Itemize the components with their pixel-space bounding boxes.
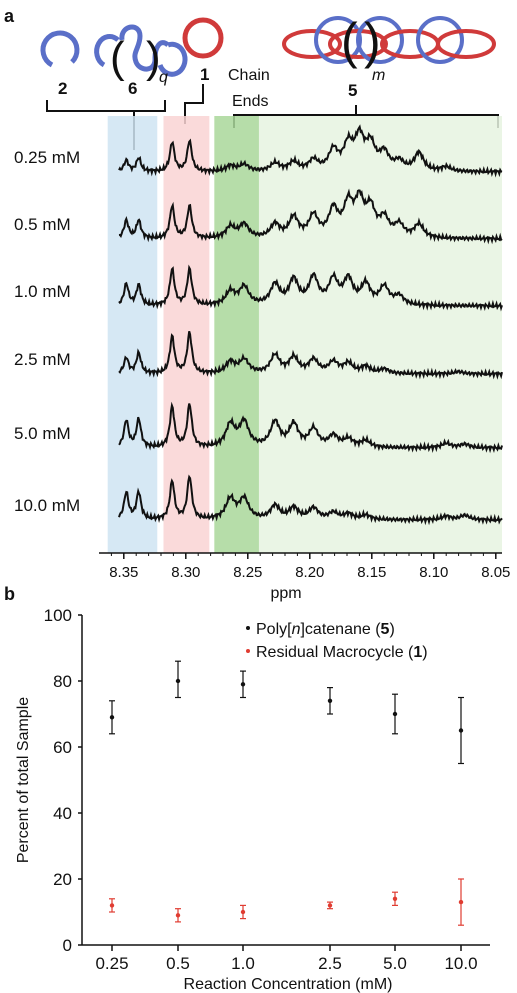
data-point-1-5 bbox=[458, 899, 464, 905]
data-point-0-1 bbox=[175, 678, 181, 684]
svg-text:): ) bbox=[364, 13, 381, 69]
schematic-label-chain: Chain bbox=[228, 67, 270, 84]
data-point-0-2 bbox=[240, 682, 246, 687]
open-ring-icon bbox=[40, 30, 80, 68]
scatter-xlabel: Reaction Concentration (mM) bbox=[184, 976, 393, 993]
spectrum-trace-3 bbox=[118, 331, 503, 380]
data-point-1-3 bbox=[327, 903, 333, 908]
x-tick-label: 0.25 bbox=[95, 954, 128, 973]
x-tick-label: 0.5 bbox=[166, 954, 190, 973]
data-point-1-2 bbox=[240, 909, 246, 915]
y-tick-label: 60 bbox=[53, 738, 72, 757]
data-point-0-5 bbox=[458, 728, 464, 733]
catenane-icon bbox=[282, 16, 496, 64]
data-point-1-1 bbox=[175, 913, 181, 918]
spectrum-trace-2 bbox=[118, 264, 503, 312]
y-tick-label: 80 bbox=[53, 672, 72, 691]
spectrum-trace-0 bbox=[118, 124, 503, 178]
spectra-regions bbox=[107, 116, 502, 553]
spectrum-label: 1.0 mM bbox=[14, 282, 71, 301]
ppm-axis-label: ppm bbox=[270, 585, 301, 602]
open-ring-icon bbox=[157, 41, 188, 77]
schematic: ( ) q ( ) m 2 6 1 Chain Ends 5 bbox=[40, 13, 499, 150]
bracket-1 bbox=[184, 84, 204, 124]
scatter-ylabel: Percent of total Sample bbox=[15, 697, 32, 863]
spectra-traces: 0.25 mM 0.5 mM 1.0 mM 2.5 mM 5.0 mM 10.0 mM bbox=[14, 124, 503, 526]
chain-link-icon bbox=[119, 24, 170, 72]
legend-marker-macrocycle bbox=[246, 649, 250, 653]
schematic-label-q: q bbox=[159, 69, 168, 86]
region-band-0 bbox=[107, 116, 158, 553]
x-tick-label: 10.0 bbox=[444, 954, 477, 973]
ppm-axis: 8.35 8.30 8.25 8.20 8.15 8.10 8.05 bbox=[99, 552, 510, 581]
legend-label-catenane: Poly[n]catenane (5) bbox=[256, 621, 395, 638]
scatter-points bbox=[109, 660, 464, 926]
ppm-tick-label: 8.30 bbox=[171, 564, 200, 581]
data-point-1-0 bbox=[109, 903, 115, 908]
scatter-axes: 0 20 40 60 80 100 0.25 0.5 1.0 2.5 5.0 10.0 bbox=[44, 606, 490, 973]
y-tick-label: 20 bbox=[53, 870, 72, 889]
spectrum-label: 10.0 mM bbox=[14, 496, 80, 515]
y-tick-label: 100 bbox=[44, 606, 72, 625]
x-tick-label: 5.0 bbox=[383, 954, 407, 973]
schematic-label-m: m bbox=[372, 67, 385, 84]
region-band-2 bbox=[214, 116, 259, 553]
region-band-3 bbox=[258, 116, 502, 553]
ppm-tick-label: 8.25 bbox=[233, 564, 262, 581]
data-point-0-3 bbox=[327, 698, 333, 703]
spectrum-trace-5 bbox=[118, 474, 503, 526]
open-ring-icon bbox=[94, 34, 120, 68]
schematic-label-5: 5 bbox=[348, 81, 357, 100]
ppm-tick-label: 8.05 bbox=[481, 564, 510, 581]
spectrum-label: 0.5 mM bbox=[14, 215, 71, 234]
legend-marker-catenane bbox=[246, 626, 250, 630]
schematic-label-1: 1 bbox=[200, 65, 209, 84]
panel-b-label: b bbox=[4, 584, 15, 604]
schematic-label-2: 2 bbox=[58, 79, 67, 98]
y-tick-label: 0 bbox=[63, 936, 72, 955]
svg-text:): ) bbox=[146, 33, 161, 82]
schematic-label-ends: Ends bbox=[232, 93, 268, 110]
schematic-label-6: 6 bbox=[128, 79, 137, 98]
spectrum-label: 5.0 mM bbox=[14, 424, 71, 443]
spectrum-trace-4 bbox=[118, 401, 503, 454]
spectrum-label: 0.25 mM bbox=[14, 148, 80, 167]
macrocycle-icon bbox=[182, 17, 224, 59]
panel-a-label: a bbox=[4, 6, 15, 26]
spectrum-trace-1 bbox=[118, 188, 503, 245]
y-tick-label: 40 bbox=[53, 804, 72, 823]
ppm-tick-label: 8.10 bbox=[419, 564, 448, 581]
ppm-tick-label: 8.20 bbox=[295, 564, 324, 581]
svg-text:(: ( bbox=[110, 33, 125, 82]
svg-text:(: ( bbox=[341, 13, 358, 69]
x-tick-label: 1.0 bbox=[231, 954, 255, 973]
data-point-0-4 bbox=[392, 711, 398, 717]
data-point-0-0 bbox=[109, 715, 115, 720]
data-point-1-4 bbox=[392, 896, 398, 901]
legend-label-macrocycle: Residual Macrocycle (1) bbox=[256, 644, 428, 661]
ppm-tick-label: 8.15 bbox=[357, 564, 386, 581]
spectrum-label: 2.5 mM bbox=[14, 350, 71, 369]
legend: Poly[n]catenane (5) Residual Macrocycle … bbox=[246, 621, 428, 661]
ppm-tick-label: 8.35 bbox=[109, 564, 138, 581]
x-tick-label: 2.5 bbox=[318, 954, 342, 973]
